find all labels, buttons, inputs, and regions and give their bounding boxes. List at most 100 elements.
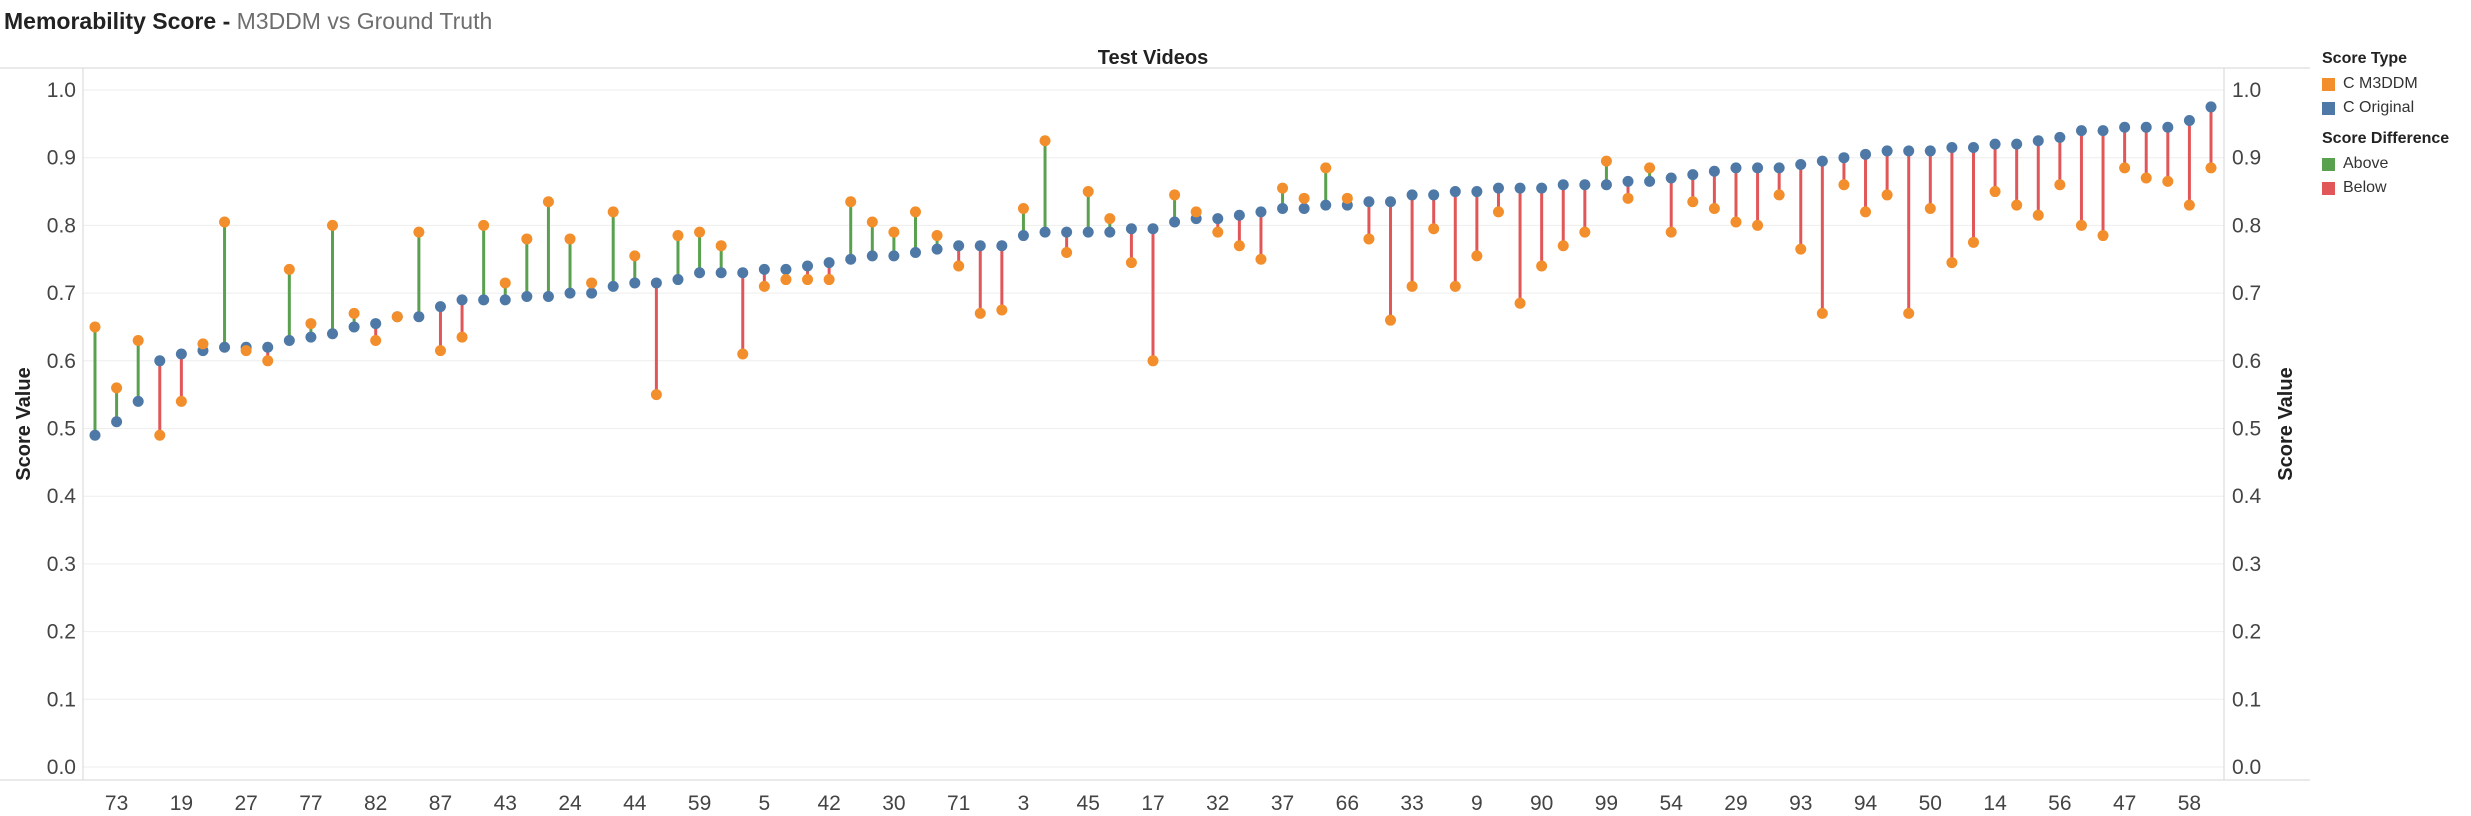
dot-m3ddm[interactable] [866, 216, 878, 228]
dot-m3ddm[interactable] [175, 395, 187, 407]
dot-original[interactable] [305, 331, 317, 343]
dot-original[interactable] [499, 294, 511, 306]
dot-m3ddm[interactable] [1061, 246, 1073, 258]
dot-m3ddm[interactable] [564, 233, 576, 245]
dot-original[interactable] [1428, 189, 1440, 201]
dot-original[interactable] [586, 287, 598, 299]
dot-original[interactable] [1536, 182, 1548, 194]
dot-original[interactable] [629, 277, 641, 289]
dot-m3ddm[interactable] [1924, 202, 1936, 214]
dot-original[interactable] [953, 240, 965, 252]
dot-original[interactable] [672, 274, 684, 286]
dot-m3ddm[interactable] [996, 304, 1008, 316]
dot-original[interactable] [1600, 179, 1612, 191]
dot-m3ddm[interactable] [1644, 162, 1656, 174]
legend-item-above[interactable]: Above [2322, 152, 2471, 176]
dot-original[interactable] [1406, 189, 1418, 201]
dot-original[interactable] [1233, 209, 1245, 221]
dot-m3ddm[interactable] [1082, 186, 1094, 198]
dot-original[interactable] [348, 321, 360, 333]
dot-original[interactable] [1622, 175, 1634, 187]
dot-m3ddm[interactable] [1514, 297, 1526, 309]
dot-m3ddm[interactable] [1665, 226, 1677, 238]
dot-m3ddm[interactable] [2011, 199, 2023, 211]
dot-original[interactable] [1492, 182, 1504, 194]
dot-m3ddm[interactable] [2183, 199, 2195, 211]
dot-m3ddm[interactable] [2119, 162, 2131, 174]
dot-m3ddm[interactable] [132, 334, 144, 346]
dot-original[interactable] [1039, 226, 1051, 238]
dot-m3ddm[interactable] [262, 355, 274, 367]
dot-m3ddm[interactable] [802, 274, 814, 286]
dot-m3ddm[interactable] [1881, 189, 1893, 201]
dot-m3ddm[interactable] [1795, 243, 1807, 255]
dot-m3ddm[interactable] [1320, 162, 1332, 174]
dot-original[interactable] [2011, 138, 2023, 150]
dot-original[interactable] [1169, 216, 1181, 228]
legend-item-m3ddm[interactable]: C M3DDM [2322, 72, 2471, 96]
dot-m3ddm[interactable] [2205, 162, 2217, 174]
dot-original[interactable] [413, 311, 425, 323]
dot-m3ddm[interactable] [1557, 240, 1569, 252]
dot-m3ddm[interactable] [974, 307, 986, 319]
dot-m3ddm[interactable] [1492, 206, 1504, 218]
dot-original[interactable] [866, 250, 878, 262]
dot-original[interactable] [478, 294, 490, 306]
dot-original[interactable] [542, 290, 554, 302]
dot-original[interactable] [2032, 135, 2044, 147]
dot-original[interactable] [219, 341, 231, 353]
dot-original[interactable] [1082, 226, 1094, 238]
dot-m3ddm[interactable] [1125, 257, 1137, 269]
dot-original[interactable] [1730, 162, 1742, 174]
dot-m3ddm[interactable] [607, 206, 619, 218]
dot-m3ddm[interactable] [694, 226, 706, 238]
dot-original[interactable] [1816, 155, 1828, 167]
dot-m3ddm[interactable] [1730, 216, 1742, 228]
dot-original[interactable] [909, 246, 921, 258]
dot-original[interactable] [1903, 145, 1915, 157]
dot-original[interactable] [758, 263, 770, 275]
dot-m3ddm[interactable] [391, 311, 403, 323]
dot-m3ddm[interactable] [845, 196, 857, 208]
dot-m3ddm[interactable] [219, 216, 231, 228]
dot-original[interactable] [1212, 213, 1224, 225]
dot-original[interactable] [2205, 101, 2217, 113]
dot-original[interactable] [1860, 148, 1872, 160]
dot-original[interactable] [1363, 196, 1375, 208]
dot-m3ddm[interactable] [1039, 135, 1051, 147]
dot-original[interactable] [1708, 165, 1720, 177]
dot-original[interactable] [1665, 172, 1677, 184]
dot-m3ddm[interactable] [89, 321, 101, 333]
dot-original[interactable] [2075, 125, 2087, 137]
dot-original[interactable] [1104, 226, 1116, 238]
dot-original[interactable] [1471, 186, 1483, 198]
dot-m3ddm[interactable] [737, 348, 749, 360]
dot-original[interactable] [564, 287, 576, 299]
dot-original[interactable] [1255, 206, 1267, 218]
dot-original[interactable] [974, 240, 986, 252]
dot-m3ddm[interactable] [521, 233, 533, 245]
dot-original[interactable] [1773, 162, 1785, 174]
dot-m3ddm[interactable] [154, 429, 166, 441]
dot-m3ddm[interactable] [413, 226, 425, 238]
dot-m3ddm[interactable] [456, 331, 468, 343]
dot-original[interactable] [2183, 114, 2195, 126]
dot-original[interactable] [823, 257, 835, 269]
dot-m3ddm[interactable] [327, 219, 339, 231]
dot-original[interactable] [845, 253, 857, 265]
dot-original[interactable] [2162, 121, 2174, 133]
dot-original[interactable] [1838, 152, 1850, 164]
dot-original[interactable] [456, 294, 468, 306]
dot-m3ddm[interactable] [888, 226, 900, 238]
dot-m3ddm[interactable] [1838, 179, 1850, 191]
dot-original[interactable] [521, 290, 533, 302]
dot-m3ddm[interactable] [823, 274, 835, 286]
dot-m3ddm[interactable] [1277, 182, 1289, 194]
dot-m3ddm[interactable] [1428, 223, 1440, 235]
dot-m3ddm[interactable] [672, 230, 684, 242]
dot-m3ddm[interactable] [1190, 206, 1202, 218]
dot-original[interactable] [154, 355, 166, 367]
dot-original[interactable] [1881, 145, 1893, 157]
dot-m3ddm[interactable] [1622, 192, 1634, 204]
dot-original[interactable] [370, 318, 382, 330]
